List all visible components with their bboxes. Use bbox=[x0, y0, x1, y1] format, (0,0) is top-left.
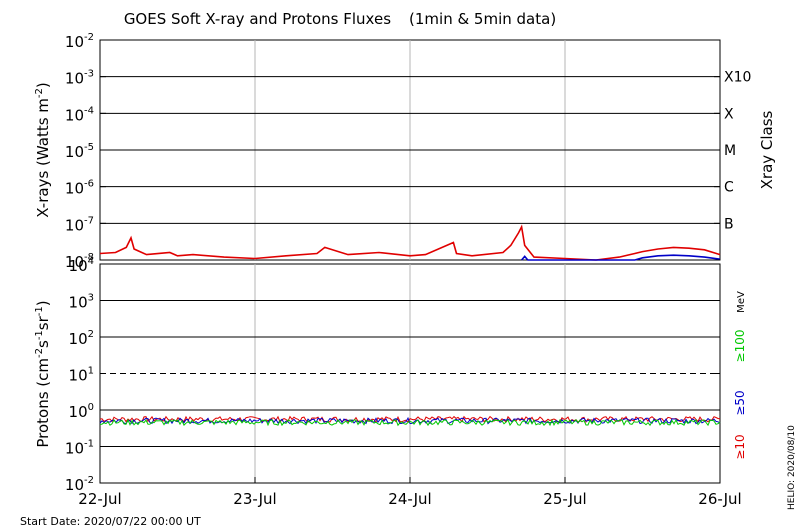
energy-channel-label: ≥100 bbox=[733, 330, 747, 363]
proton-y-tick-base: 10 bbox=[65, 440, 84, 458]
proton-y-tick-label: 10-2 bbox=[65, 475, 94, 494]
proton-y-tick-base: 10 bbox=[69, 257, 88, 275]
proton-series-line bbox=[99, 416, 721, 425]
proton-y-tick-exp: 4 bbox=[88, 256, 94, 267]
start-date: Start Date: 2020/07/22 00:00 UT bbox=[20, 515, 201, 528]
xray-y-tick-label: 10-6 bbox=[65, 179, 94, 198]
xray-y-tick-base: 10 bbox=[65, 70, 84, 88]
xray-y-tick-label: 10-5 bbox=[65, 142, 94, 161]
xray-y-tick-exp: -4 bbox=[84, 105, 94, 116]
proton-y-tick-exp: 1 bbox=[88, 366, 94, 377]
xray-class-label: B bbox=[724, 216, 734, 232]
energy-channel-label: ≥10 bbox=[733, 434, 747, 459]
xray-class-label: X10 bbox=[724, 70, 751, 86]
xray-y-tick-exp: -2 bbox=[84, 32, 94, 43]
proton-y-tick-base: 10 bbox=[69, 330, 88, 348]
x-tick-label: 25-Jul bbox=[543, 490, 586, 508]
x-tick-label: 26-Jul bbox=[698, 490, 741, 508]
xray-y-tick-label: 10-2 bbox=[65, 32, 94, 51]
proton-y-tick-base: 10 bbox=[69, 403, 88, 421]
xray-y-tick-base: 10 bbox=[65, 253, 84, 271]
proton-y-tick-exp: 2 bbox=[88, 329, 94, 340]
xray-y-tick-exp: -6 bbox=[84, 179, 94, 190]
proton-y-tick-base: 10 bbox=[69, 367, 88, 385]
proton-y-label-mid1: s bbox=[34, 340, 52, 348]
xray-y-label-exp: -2 bbox=[34, 88, 45, 98]
x-tick-label: 23-Jul bbox=[233, 490, 276, 508]
xray-y-tick-base: 10 bbox=[65, 216, 84, 234]
chart-subtitle: (1min & 5min data) bbox=[409, 10, 556, 28]
proton-y-label-exp3: -1 bbox=[34, 306, 45, 316]
xray-y-tick-base: 10 bbox=[65, 180, 84, 198]
xray-y-label-base: X-rays (Watts m bbox=[34, 98, 52, 218]
chart-title: GOES Soft X-ray and Protons Fluxes (1min … bbox=[124, 10, 556, 28]
xray-class-axis-label: Xray Class bbox=[758, 110, 776, 189]
xray-y-tick-exp: -3 bbox=[84, 69, 94, 80]
proton-y-tick-exp: -1 bbox=[84, 439, 94, 450]
xray-y-tick-label: 10-3 bbox=[65, 69, 94, 88]
proton-y-tick-exp: -2 bbox=[84, 475, 94, 486]
xray-y-tick-exp: -7 bbox=[84, 215, 94, 226]
xray-y-tick-base: 10 bbox=[65, 33, 84, 51]
proton-y-tick-label: 101 bbox=[69, 366, 94, 385]
proton-y-tick-exp: 3 bbox=[88, 293, 94, 304]
proton-y-label-exp1: -2 bbox=[34, 348, 45, 358]
proton-y-label-mid2: sr bbox=[34, 315, 52, 330]
xray-y-tick-base: 10 bbox=[65, 143, 84, 161]
xray-y-tick-exp: -8 bbox=[84, 252, 94, 263]
proton-y-label-base: Protons (cm bbox=[34, 358, 52, 448]
proton-y-tick-label: 10-1 bbox=[65, 439, 94, 458]
xray-short-series-line bbox=[520, 254, 721, 261]
proton-y-tick-label: 104 bbox=[69, 256, 94, 275]
xray-y-axis-label: X-rays (Watts m-2) bbox=[34, 82, 52, 217]
x-tick-label: 24-Jul bbox=[388, 490, 431, 508]
proton-y-tick-exp: 0 bbox=[88, 402, 94, 413]
credit-label: HELIO: 2020/08/10 bbox=[787, 425, 797, 510]
xray-long-series-line bbox=[99, 224, 721, 261]
xray-class-label: M bbox=[724, 143, 736, 159]
proton-y-tick-base: 10 bbox=[65, 476, 84, 494]
xray-y-label-close: ) bbox=[34, 82, 52, 88]
proton-y-tick-label: 103 bbox=[69, 293, 94, 312]
proton-y-label-close: ) bbox=[34, 300, 52, 306]
proton-y-label-exp2: -1 bbox=[34, 330, 45, 340]
xray-class-label: C bbox=[724, 180, 734, 196]
xray-y-tick-base: 10 bbox=[65, 106, 84, 124]
energy-channel-label: ≥50 bbox=[733, 390, 747, 415]
proton-y-tick-label: 100 bbox=[69, 402, 94, 421]
proton-y-tick-base: 10 bbox=[69, 294, 88, 312]
xray-y-tick-exp: -5 bbox=[84, 142, 94, 153]
x-tick-label: 22-Jul bbox=[78, 490, 121, 508]
xray-y-tick-label: 10-8 bbox=[65, 252, 94, 271]
xray-y-tick-label: 10-7 bbox=[65, 215, 94, 234]
xray-y-tick-label: 10-4 bbox=[65, 105, 94, 124]
proton-y-tick-label: 102 bbox=[69, 329, 94, 348]
chart-title-main: GOES Soft X-ray and Protons Fluxes bbox=[124, 10, 391, 28]
proton-y-axis-label: Protons (cm-2s-1sr-1) bbox=[34, 300, 52, 447]
xray-class-label: X bbox=[724, 106, 734, 122]
energy-unit-label: MeV bbox=[736, 291, 747, 313]
proton-series-line bbox=[99, 418, 721, 427]
